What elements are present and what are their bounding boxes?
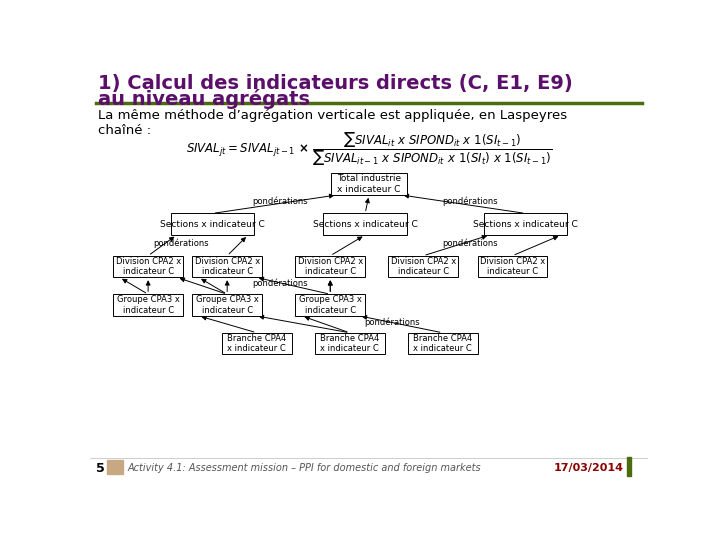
Text: pondérations: pondérations xyxy=(153,238,210,248)
Text: au niveau agrégats: au niveau agrégats xyxy=(98,90,310,110)
FancyBboxPatch shape xyxy=(408,333,477,354)
Text: Activity 4.1: Assessment mission – PPI for domestic and foreign markets: Activity 4.1: Assessment mission – PPI f… xyxy=(127,463,481,473)
Text: Branche CPA4
x indicateur C: Branche CPA4 x indicateur C xyxy=(320,334,379,353)
Text: Branche CPA4
x indicateur C: Branche CPA4 x indicateur C xyxy=(413,334,472,353)
Text: Sections x indicateur C: Sections x indicateur C xyxy=(312,220,418,229)
Bar xyxy=(627,457,631,476)
FancyBboxPatch shape xyxy=(192,294,262,316)
Text: pondérations: pondérations xyxy=(364,317,420,327)
FancyBboxPatch shape xyxy=(192,256,262,278)
FancyBboxPatch shape xyxy=(295,256,365,278)
Text: Division CPA2 x
indicateur C: Division CPA2 x indicateur C xyxy=(115,257,181,276)
Text: Division CPA2 x
indicateur C: Division CPA2 x indicateur C xyxy=(297,257,363,276)
FancyBboxPatch shape xyxy=(295,294,365,316)
Text: 1) Calcul des indicateurs directs (C, E1, E9): 1) Calcul des indicateurs directs (C, E1… xyxy=(98,74,572,93)
Text: Division CPA2 x
indicateur C: Division CPA2 x indicateur C xyxy=(391,257,456,276)
FancyBboxPatch shape xyxy=(323,213,407,235)
Text: pondérations: pondérations xyxy=(252,279,307,288)
Text: pondérations: pondérations xyxy=(442,238,498,248)
FancyBboxPatch shape xyxy=(222,333,292,354)
Text: 17/03/2014: 17/03/2014 xyxy=(554,463,624,473)
Text: Division CPA2 x
indicateur C: Division CPA2 x indicateur C xyxy=(194,257,260,276)
Text: pondérations: pondérations xyxy=(252,197,307,206)
Text: Division CPA2 x
indicateur C: Division CPA2 x indicateur C xyxy=(480,257,545,276)
FancyBboxPatch shape xyxy=(315,333,384,354)
Text: 5: 5 xyxy=(96,462,105,475)
Text: Total industrie
x indicateur C: Total industrie x indicateur C xyxy=(337,174,401,194)
FancyBboxPatch shape xyxy=(331,173,407,195)
FancyBboxPatch shape xyxy=(388,256,458,278)
FancyBboxPatch shape xyxy=(113,256,183,278)
FancyBboxPatch shape xyxy=(171,213,254,235)
Text: La même méthode d’agrégation verticale est appliquée, en Laspeyres
chaîné :: La même méthode d’agrégation verticale e… xyxy=(98,110,567,138)
Bar xyxy=(107,460,122,474)
Text: Sections x indicateur C: Sections x indicateur C xyxy=(160,220,265,229)
FancyBboxPatch shape xyxy=(484,213,567,235)
Text: Groupe CPA3 x
indicateur C: Groupe CPA3 x indicateur C xyxy=(196,295,258,315)
FancyBboxPatch shape xyxy=(113,294,183,316)
Text: Groupe CPA3 x
indicateur C: Groupe CPA3 x indicateur C xyxy=(117,295,179,315)
Text: Groupe CPA3 x
indicateur C: Groupe CPA3 x indicateur C xyxy=(299,295,361,315)
Text: Sections x indicateur C: Sections x indicateur C xyxy=(473,220,578,229)
Text: pondérations: pondérations xyxy=(442,197,498,206)
FancyBboxPatch shape xyxy=(477,256,547,278)
Text: Branche CPA4
x indicateur C: Branche CPA4 x indicateur C xyxy=(227,334,287,353)
Text: $\mathit{SIVAL}_{jt} = \mathit{SIVAL}_{jt-1}\ \mathbf{\times}\ \dfrac{\sum \math: $\mathit{SIVAL}_{jt} = \mathit{SIVAL}_{j… xyxy=(186,130,552,168)
